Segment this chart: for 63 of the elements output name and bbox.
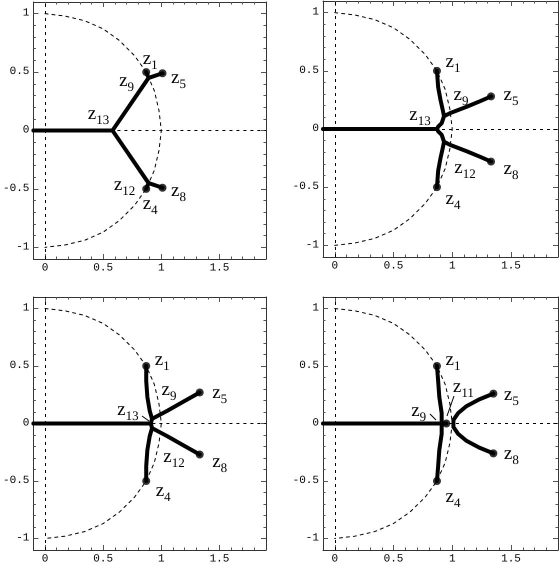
annotation: z$_{9}$ <box>162 378 176 403</box>
x-tick-label: 0 <box>42 554 48 565</box>
y-tick-label: -1 <box>16 241 30 254</box>
x-tick-label: 1.5 <box>501 260 521 272</box>
y-tick-label: -1 <box>306 532 320 544</box>
y-tick-label: -0.5 <box>292 181 319 194</box>
annotation: z$_{1}$ <box>446 349 460 373</box>
annotation: z$_{8}$ <box>504 443 519 468</box>
y-tick-label: 0 <box>312 418 319 430</box>
y-tick-label: 0 <box>312 123 319 135</box>
x-tick-label: 1 <box>158 262 166 274</box>
annotation: z$_{4}$ <box>446 486 460 510</box>
y-tick-label: 0.5 <box>10 66 30 78</box>
x-tick-label: 0 <box>331 260 338 272</box>
annotation: z$_{5}$ <box>504 84 518 108</box>
y-tick-label: 1 <box>312 6 320 19</box>
x-tick-label: 0.5 <box>384 554 404 565</box>
x-tick-label: 0 <box>42 262 48 274</box>
annotation: z$_{9}$ <box>119 70 134 94</box>
y-tick-label: -0.5 <box>292 475 319 487</box>
x-tick-label: 0.5 <box>93 554 114 565</box>
annotation: z$_{13}$ <box>88 102 110 126</box>
annotation: z$_{12}$ <box>114 174 136 198</box>
annotation: z$_{1}$ <box>446 50 460 75</box>
annotation: z$_{4}$ <box>446 188 460 212</box>
annotation: z$_{12}$ <box>163 446 185 470</box>
annotation: z$_{4}$ <box>142 193 158 217</box>
y-tick-label: 0.5 <box>10 360 30 372</box>
annotation: z$_{1}$ <box>154 349 170 373</box>
annotation: z$_{9}$ <box>454 84 468 108</box>
annotation: z$_{13}$ <box>117 398 139 422</box>
x-tick-label: 0 <box>331 554 338 565</box>
x-tick-label: 1.5 <box>501 554 521 565</box>
y-tick-label: 1 <box>312 302 320 314</box>
annotation: z$_{4}$ <box>156 480 171 504</box>
annotation: z$_{13}$ <box>409 104 431 128</box>
x-tick-label: 0.5 <box>93 262 114 274</box>
annotation: z$_{8}$ <box>212 450 228 474</box>
x-tick-label: 0.5 <box>384 260 404 272</box>
annotation: z$_{11}$ <box>452 376 474 400</box>
y-tick-label: -0.5 <box>3 182 30 195</box>
annotation: z$_{5}$ <box>212 382 228 406</box>
annotation: z$_{9}$ <box>411 400 426 424</box>
y-tick-label: 0.5 <box>299 360 319 372</box>
y-tick-label: -1 <box>306 239 320 252</box>
annotation: z$_{12}$ <box>454 156 476 181</box>
x-tick-label: 1.5 <box>210 262 230 274</box>
annotation: z$_{5}$ <box>171 67 186 92</box>
y-tick-label: 0.5 <box>299 64 319 77</box>
x-tick-label: 1 <box>448 260 456 272</box>
annotation: z$_{5}$ <box>504 384 519 408</box>
annotation: z$_{1}$ <box>142 48 158 72</box>
y-tick-label: 1 <box>22 302 30 314</box>
y-tick-label: 0 <box>22 124 30 136</box>
x-tick-label: 1.5 <box>210 554 230 565</box>
y-tick-label: 0 <box>22 418 30 430</box>
annotation: z$_{8}$ <box>504 158 518 182</box>
y-tick-label: -0.5 <box>3 475 30 487</box>
annotation: z$_{8}$ <box>171 180 186 204</box>
y-tick-label: -1 <box>16 532 30 544</box>
y-tick-label: 1 <box>22 8 30 20</box>
x-tick-label: 1 <box>448 554 456 565</box>
x-tick-label: 1 <box>158 554 166 565</box>
